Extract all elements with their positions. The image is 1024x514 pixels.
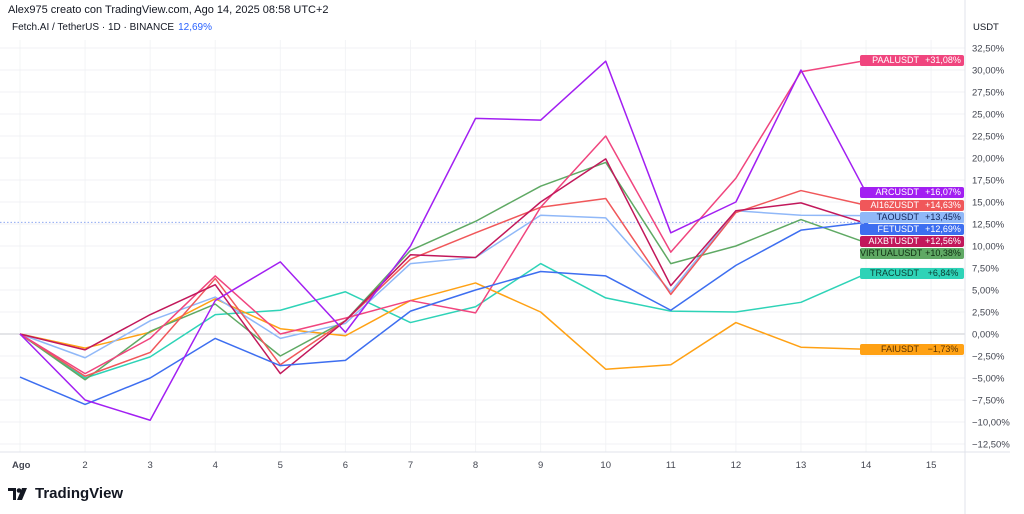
series-line-tracusdt xyxy=(19,262,867,379)
series-name: PAALUSDT xyxy=(860,54,922,66)
series-line-ai16zusdt xyxy=(19,189,867,377)
tradingview-logo-icon xyxy=(8,487,27,500)
series-label-arcusdt: ARCUSDT +16,07% xyxy=(860,187,964,199)
y-tick-label: 22,50% xyxy=(972,132,1005,143)
x-tick-label: 6 xyxy=(343,460,348,471)
x-tick-label: 12 xyxy=(731,460,742,471)
x-tick-label: 11 xyxy=(666,460,676,471)
x-tick-label: 14 xyxy=(861,460,872,471)
series-last-value: +10,38% xyxy=(922,247,964,259)
y-tick-label: −7,50% xyxy=(972,396,1005,407)
series-last-value: −1,73% xyxy=(922,343,964,355)
series-line-paalusdt xyxy=(19,59,867,375)
series-name: TRACUSDT xyxy=(860,268,922,280)
series-name: FETUSDT xyxy=(860,223,922,235)
x-tick-label: 3 xyxy=(148,460,153,471)
x-tick-label: 13 xyxy=(796,460,807,471)
x-tick-label: 8 xyxy=(473,460,478,471)
series-name: VIRTUALUSDT xyxy=(860,247,923,259)
series-last-value: +13,45% xyxy=(922,211,964,223)
x-tick-label: 7 xyxy=(408,460,413,471)
series-name: ARCUSDT xyxy=(860,187,922,199)
series-last-value: +14,63% xyxy=(922,199,964,211)
y-tick-label: −5,00% xyxy=(972,374,1005,385)
series-line-aixbtusdt xyxy=(19,158,867,375)
series-label-taousdt: TAOUSDT +13,45% xyxy=(860,211,964,223)
series-label-virtualusdt: VIRTUALUSDT +10,38% xyxy=(860,247,964,259)
x-tick-label: 2 xyxy=(82,460,87,471)
series-name: AI16ZUSDT xyxy=(860,199,922,211)
y-tick-label: 27,50% xyxy=(972,88,1005,99)
x-tick-label: Ago xyxy=(12,460,31,471)
symbol-info: Fetch.AI / TetherUS · 1D · BINANCE 12,69% xyxy=(12,22,212,33)
y-tick-label: 5,00% xyxy=(972,286,999,297)
y-tick-label: 2,50% xyxy=(972,308,999,319)
attribution-text: Alex975 creato con TradingView.com, Ago … xyxy=(8,4,329,16)
series-line-taousdt xyxy=(19,210,867,359)
y-tick-label: 30,00% xyxy=(972,66,1005,77)
y-tick-label: 12,50% xyxy=(972,220,1005,231)
x-tick-label: 15 xyxy=(926,460,937,471)
y-tick-label: 32,50% xyxy=(972,44,1005,55)
series-label-faiusdt: FAIUSDT −1,73% xyxy=(860,343,964,355)
series-label-paalusdt: PAALUSDT +31,08% xyxy=(860,54,964,66)
series-label-tracusdt: TRACUSDT +6,84% xyxy=(860,268,964,280)
x-tick-label: 10 xyxy=(600,460,611,471)
symbol-change: 12,69% xyxy=(178,22,213,33)
y-tick-label: 25,00% xyxy=(972,110,1005,121)
series-last-value: +16,07% xyxy=(922,187,964,199)
y-tick-label: 15,00% xyxy=(972,198,1005,209)
x-tick-label: 5 xyxy=(278,460,283,471)
symbol-title: Fetch.AI / TetherUS · 1D · BINANCE xyxy=(12,22,175,33)
series-line-virtualusdt xyxy=(19,161,867,381)
series-last-value: +31,08% xyxy=(922,54,964,66)
series-name: TAOUSDT xyxy=(860,211,922,223)
y-tick-label: −12,50% xyxy=(972,440,1010,451)
series-name: AIXBTUSDT xyxy=(860,235,922,247)
series-label-fetusdt: FETUSDT +12,69% xyxy=(860,223,964,235)
y-tick-label: −2,50% xyxy=(972,352,1005,363)
y-tick-label: −10,00% xyxy=(972,418,1010,429)
series-label-aixbtusdt: AIXBTUSDT +12,56% xyxy=(860,235,964,247)
x-tick-label: 9 xyxy=(538,460,543,471)
series-last-value: +12,69% xyxy=(922,223,964,235)
y-tick-label: 0,00% xyxy=(972,330,999,341)
series-line-fetusdt xyxy=(19,221,867,406)
tradingview-logo: TradingView xyxy=(8,485,123,502)
x-tick-label: 4 xyxy=(213,460,218,471)
series-last-value: +12,56% xyxy=(922,235,964,247)
y-tick-label: 17,50% xyxy=(972,176,1005,187)
y-tick-label: 20,00% xyxy=(972,154,1005,165)
y-tick-label: 7,50% xyxy=(972,264,999,275)
y-tick-label: 10,00% xyxy=(972,242,1005,253)
series-name: FAIUSDT xyxy=(860,343,922,355)
price-unit-label: USDT xyxy=(973,22,999,33)
tradingview-logo-text: TradingView xyxy=(35,485,124,502)
series-label-ai16zusdt: AI16ZUSDT +14,63% xyxy=(860,199,964,211)
series-line-arcusdt xyxy=(19,60,867,421)
series-last-value: +6,84% xyxy=(922,268,964,280)
